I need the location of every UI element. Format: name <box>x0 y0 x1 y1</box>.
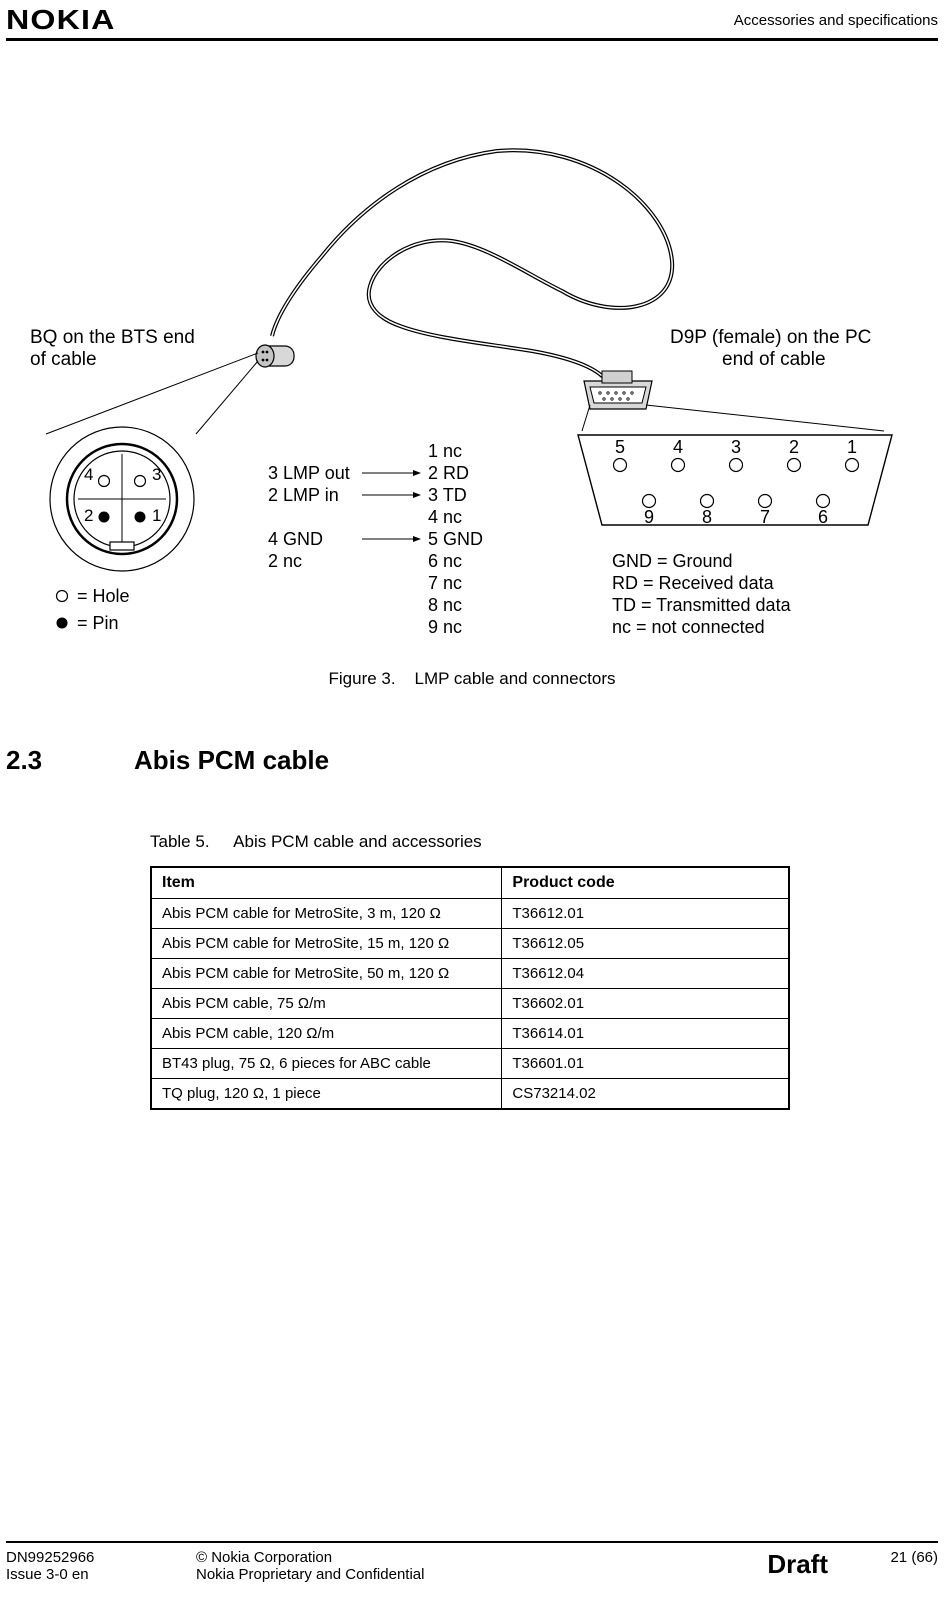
svg-text:1 nc: 1 nc <box>428 441 462 461</box>
table-row: Abis PCM cable, 75 Ω/mT36602.01 <box>151 989 789 1019</box>
header-rule <box>6 38 938 41</box>
svg-text:2: 2 <box>789 437 799 457</box>
svg-text:8 nc: 8 nc <box>428 595 462 615</box>
confidential: Nokia Proprietary and Confidential <box>196 1566 737 1583</box>
footer-rule <box>6 1541 938 1543</box>
d9p-connector-large: 5 4 3 2 1 9 8 7 6 <box>578 435 892 527</box>
mapping-right: 1 nc 2 RD 3 TD 4 nc 5 GND 6 nc 7 nc 8 nc… <box>428 441 483 637</box>
svg-text:2: 2 <box>84 506 93 525</box>
table-header-row: Item Product code <box>151 867 789 899</box>
svg-text:4 GND: 4 GND <box>268 529 323 549</box>
d9p-connector-small <box>584 371 652 409</box>
bq-connector-small <box>256 345 294 367</box>
table-row: Abis PCM cable for MetroSite, 3 m, 120 Ω… <box>151 899 789 929</box>
svg-text:nc = not connected: nc = not connected <box>612 617 765 637</box>
bq-title-line1: BQ on the BTS end <box>30 327 195 348</box>
figure-caption: Figure 3. LMP cable and connectors <box>0 669 944 689</box>
header-section-title: Accessories and specifications <box>734 12 938 29</box>
svg-text:1: 1 <box>847 437 857 457</box>
page-header: NOKIA Accessories and specifications <box>0 0 944 38</box>
col-product-code: Product code <box>502 867 789 899</box>
svg-text:6 nc: 6 nc <box>428 551 462 571</box>
svg-text:3 LMP out: 3 LMP out <box>268 463 350 483</box>
legend-hole: = Hole <box>77 586 130 606</box>
table-row: TQ plug, 120 Ω, 1 pieceCS73214.02 <box>151 1079 789 1110</box>
svg-text:3: 3 <box>152 465 161 484</box>
svg-text:2 LMP in: 2 LMP in <box>268 485 339 505</box>
doc-number: DN99252966 <box>6 1549 186 1566</box>
d9p-title-line1: D9P (female) on the PC <box>670 327 871 348</box>
svg-text:1: 1 <box>152 506 161 525</box>
svg-text:5: 5 <box>615 437 625 457</box>
figure-lmp-cable: BQ on the BTS end of cable D9P (female) … <box>20 91 924 651</box>
glossary: GND = Ground RD = Received data TD = Tra… <box>612 551 792 637</box>
page-footer: DN99252966 Issue 3-0 en © Nokia Corporat… <box>0 1541 944 1583</box>
svg-text:3: 3 <box>731 437 741 457</box>
legend-pin: = Pin <box>77 613 119 633</box>
section-heading: 2.3 Abis PCM cable <box>0 745 944 776</box>
mapping-left: 3 LMP out 2 LMP in 4 GND 2 nc <box>268 463 350 571</box>
svg-text:4 nc: 4 nc <box>428 507 462 527</box>
svg-text:5 GND: 5 GND <box>428 529 483 549</box>
section-number: 2.3 <box>6 745 134 776</box>
svg-text:TD = Transmitted data: TD = Transmitted data <box>612 595 792 615</box>
svg-text:8: 8 <box>702 507 712 527</box>
bq-title-line2: of cable <box>30 349 97 370</box>
svg-text:9 nc: 9 nc <box>428 617 462 637</box>
svg-text:2 nc: 2 nc <box>268 551 302 571</box>
svg-text:7 nc: 7 nc <box>428 573 462 593</box>
svg-text:9: 9 <box>644 507 654 527</box>
d9p-title-line2: end of cable <box>722 349 826 370</box>
pin-icon <box>57 618 68 629</box>
table-row: BT43 plug, 75 Ω, 6 pieces for ABC cableT… <box>151 1049 789 1079</box>
table-caption: Table 5. Abis PCM cable and accessories <box>150 832 944 852</box>
svg-text:2 RD: 2 RD <box>428 463 469 483</box>
table-row: Abis PCM cable for MetroSite, 50 m, 120 … <box>151 959 789 989</box>
lmp-cable-diagram: BQ on the BTS end of cable D9P (female) … <box>22 91 922 651</box>
table-row: Abis PCM cable, 120 Ω/mT36614.01 <box>151 1019 789 1049</box>
table-row: Abis PCM cable for MetroSite, 15 m, 120 … <box>151 929 789 959</box>
svg-text:6: 6 <box>818 507 828 527</box>
hole-icon <box>57 591 68 602</box>
section-title: Abis PCM cable <box>134 745 329 776</box>
svg-text:7: 7 <box>760 507 770 527</box>
svg-text:RD = Received data: RD = Received data <box>612 573 775 593</box>
svg-text:3 TD: 3 TD <box>428 485 467 505</box>
issue: Issue 3-0 en <box>6 1566 186 1583</box>
bq-connector-large: 4 3 2 1 <box>50 427 194 571</box>
page-number: 21 (66) <box>858 1549 938 1566</box>
col-item: Item <box>151 867 502 899</box>
svg-text:GND = Ground: GND = Ground <box>612 551 733 571</box>
draft-label: Draft <box>767 1549 828 1580</box>
abis-pcm-table: Item Product code Abis PCM cable for Met… <box>150 866 790 1110</box>
svg-text:4: 4 <box>84 465 93 484</box>
copyright: © Nokia Corporation <box>196 1549 737 1566</box>
nokia-logo: NOKIA <box>6 4 116 36</box>
svg-text:4: 4 <box>673 437 683 457</box>
